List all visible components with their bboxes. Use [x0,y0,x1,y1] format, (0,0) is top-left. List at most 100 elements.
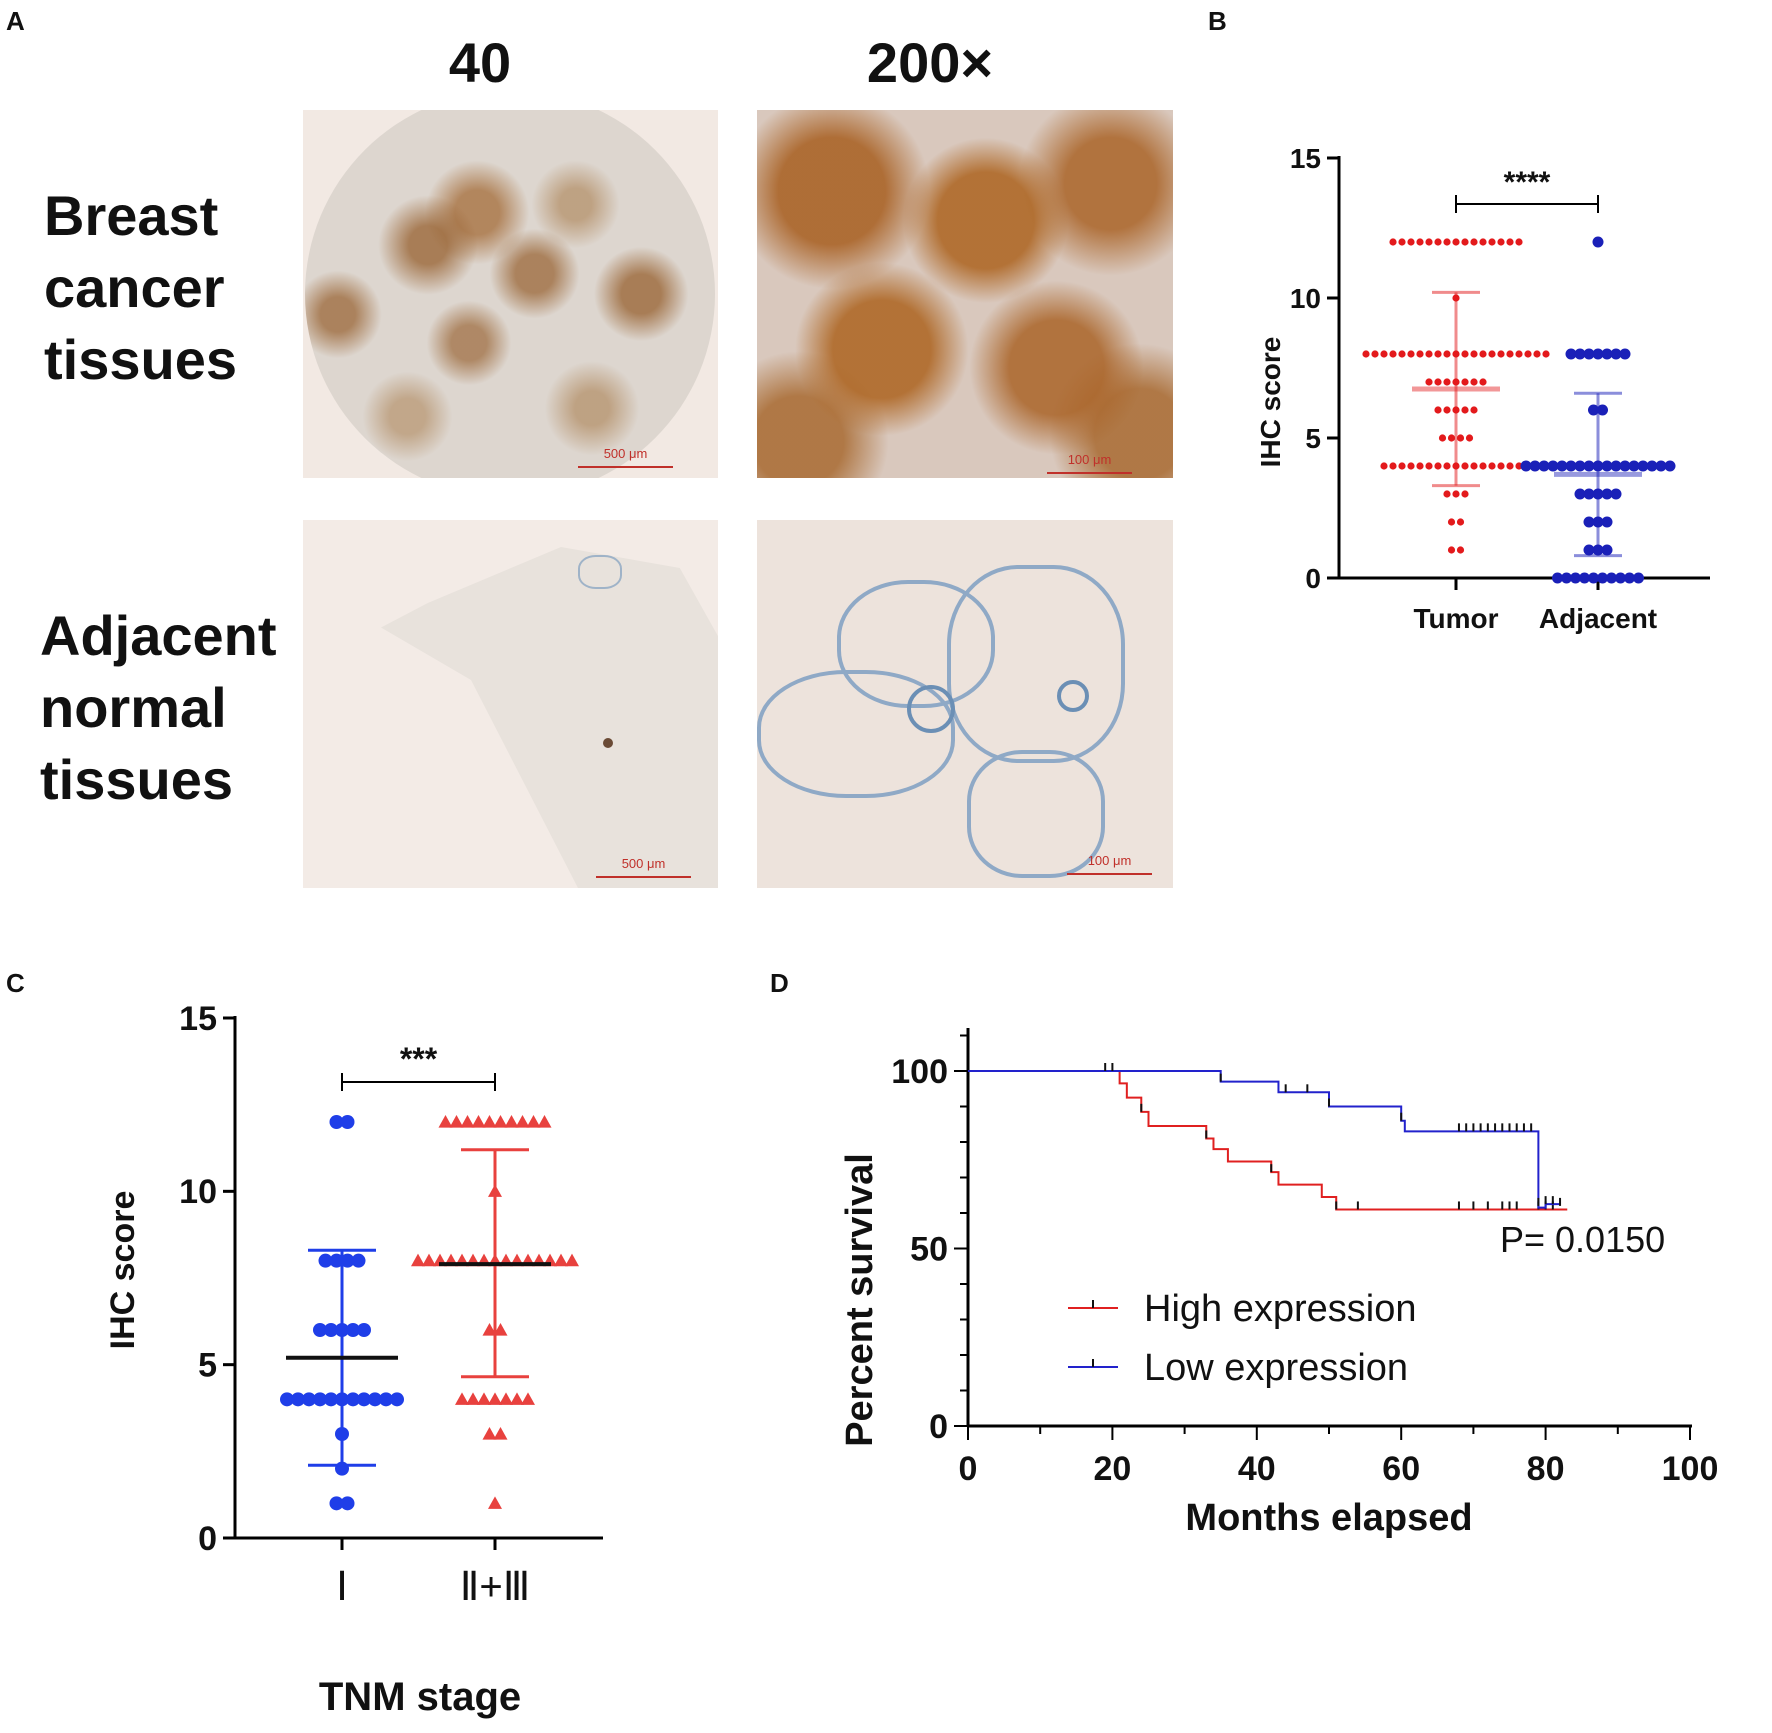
data-point [1497,238,1505,246]
data-point [482,1427,497,1440]
data-point [280,1392,294,1407]
data-point [1407,238,1415,246]
data-point [1398,350,1406,358]
x-tick-label: 80 [1527,1450,1565,1488]
data-point [1407,350,1415,358]
chart-b: IHC score 0 5 10 15 **** Tumor Adjacent [1255,143,1710,634]
data-point [1488,350,1496,358]
data-point [510,1392,524,1405]
data-point [1619,460,1631,472]
data-point [515,1115,530,1128]
data-point [1389,350,1397,358]
data-point [1434,406,1442,414]
data-point [1601,348,1613,360]
chart-c-category-label: Ⅱ+Ⅲ [460,1565,531,1609]
data-point [1434,238,1442,246]
data-point [1524,350,1532,358]
data-point [1461,462,1469,470]
y-tick-label: 0 [198,1520,217,1558]
data-point [1664,460,1676,472]
data-point [1610,488,1622,500]
scale-bar: 500 μm [596,856,691,878]
data-point [1506,238,1514,246]
data-point [351,1253,366,1268]
data-point [340,1115,355,1129]
scale-bar-label: 500 μm [621,856,666,871]
data-point [1470,350,1478,358]
data-point [1574,348,1586,360]
data-point [1561,572,1572,584]
data-point [1461,238,1469,246]
scale-bar: 100 μm [1047,452,1132,474]
data-point [1506,350,1514,358]
y-tick-label: 100 [891,1053,948,1091]
data-point [1434,462,1442,470]
data-point [526,1115,541,1128]
y-tick-label: 5 [198,1347,217,1385]
data-point [340,1496,355,1511]
data-point [390,1392,404,1407]
chart-c-category-label: Ⅰ [336,1565,348,1609]
data-point [482,1115,497,1128]
y-tick-label: 15 [1290,143,1321,174]
scale-bar-label: 500 μm [603,446,648,461]
y-tick-label: 15 [179,1000,217,1038]
data-point [1655,460,1667,472]
data-point [1624,572,1635,584]
legend-label-low: Low expression [1144,1347,1408,1389]
chart-b-category-label: Tumor [1413,603,1498,634]
data-point [1416,238,1424,246]
data-point [1465,434,1474,442]
micrograph-normal-high: 100 μm [757,520,1173,888]
data-point [1515,238,1523,246]
data-point [1461,378,1469,386]
data-point [1601,544,1613,556]
data-point [1565,460,1577,472]
data-point [422,1253,436,1267]
data-point [1574,460,1586,472]
data-point [537,1115,552,1128]
row-label-cancer: Breast cancer tissues [44,180,237,396]
scale-bar: 500 μm [578,446,673,468]
data-point [493,1427,508,1440]
data-point [1425,238,1433,246]
data-point [1443,350,1451,358]
data-point [1470,462,1478,470]
data-point [1547,460,1559,472]
data-point [1565,348,1577,360]
data-point [1443,378,1451,386]
data-point [1398,238,1406,246]
data-point [499,1392,513,1405]
row-label-line: Breast [44,184,219,247]
data-point [1583,488,1595,500]
data-point [313,1323,327,1337]
data-point [1461,350,1469,358]
data-point [1610,348,1622,360]
data-point [1443,490,1451,498]
scale-bar-label: 100 μm [1067,452,1112,467]
data-point [1438,434,1447,442]
data-point [1425,350,1433,358]
data-point [1619,348,1631,360]
data-point [1425,462,1433,470]
scale-bar-label: 100 μm [1087,853,1132,868]
data-point [1588,572,1599,584]
survival-curve [968,1070,1568,1211]
panel-b-letter: B [1208,6,1227,36]
data-point [1452,238,1460,246]
data-point [565,1253,579,1267]
chart-d-p-value: P= 0.0150 [1500,1219,1665,1260]
y-tick-label: 50 [910,1231,948,1269]
data-point [521,1392,535,1405]
data-point [302,1392,316,1407]
chart-d: Percent survival 0 50 100 0 20 40 60 80 100 Mont… [839,1028,1718,1539]
micrograph-cancer-high: 100 μm [757,110,1173,478]
data-point [1592,348,1604,360]
data-point [318,1253,333,1268]
data-point [1434,378,1442,386]
data-point [1452,490,1460,498]
data-point [1497,350,1505,358]
data-point [1416,350,1424,358]
data-point [1601,460,1613,472]
data-point [1583,348,1595,360]
